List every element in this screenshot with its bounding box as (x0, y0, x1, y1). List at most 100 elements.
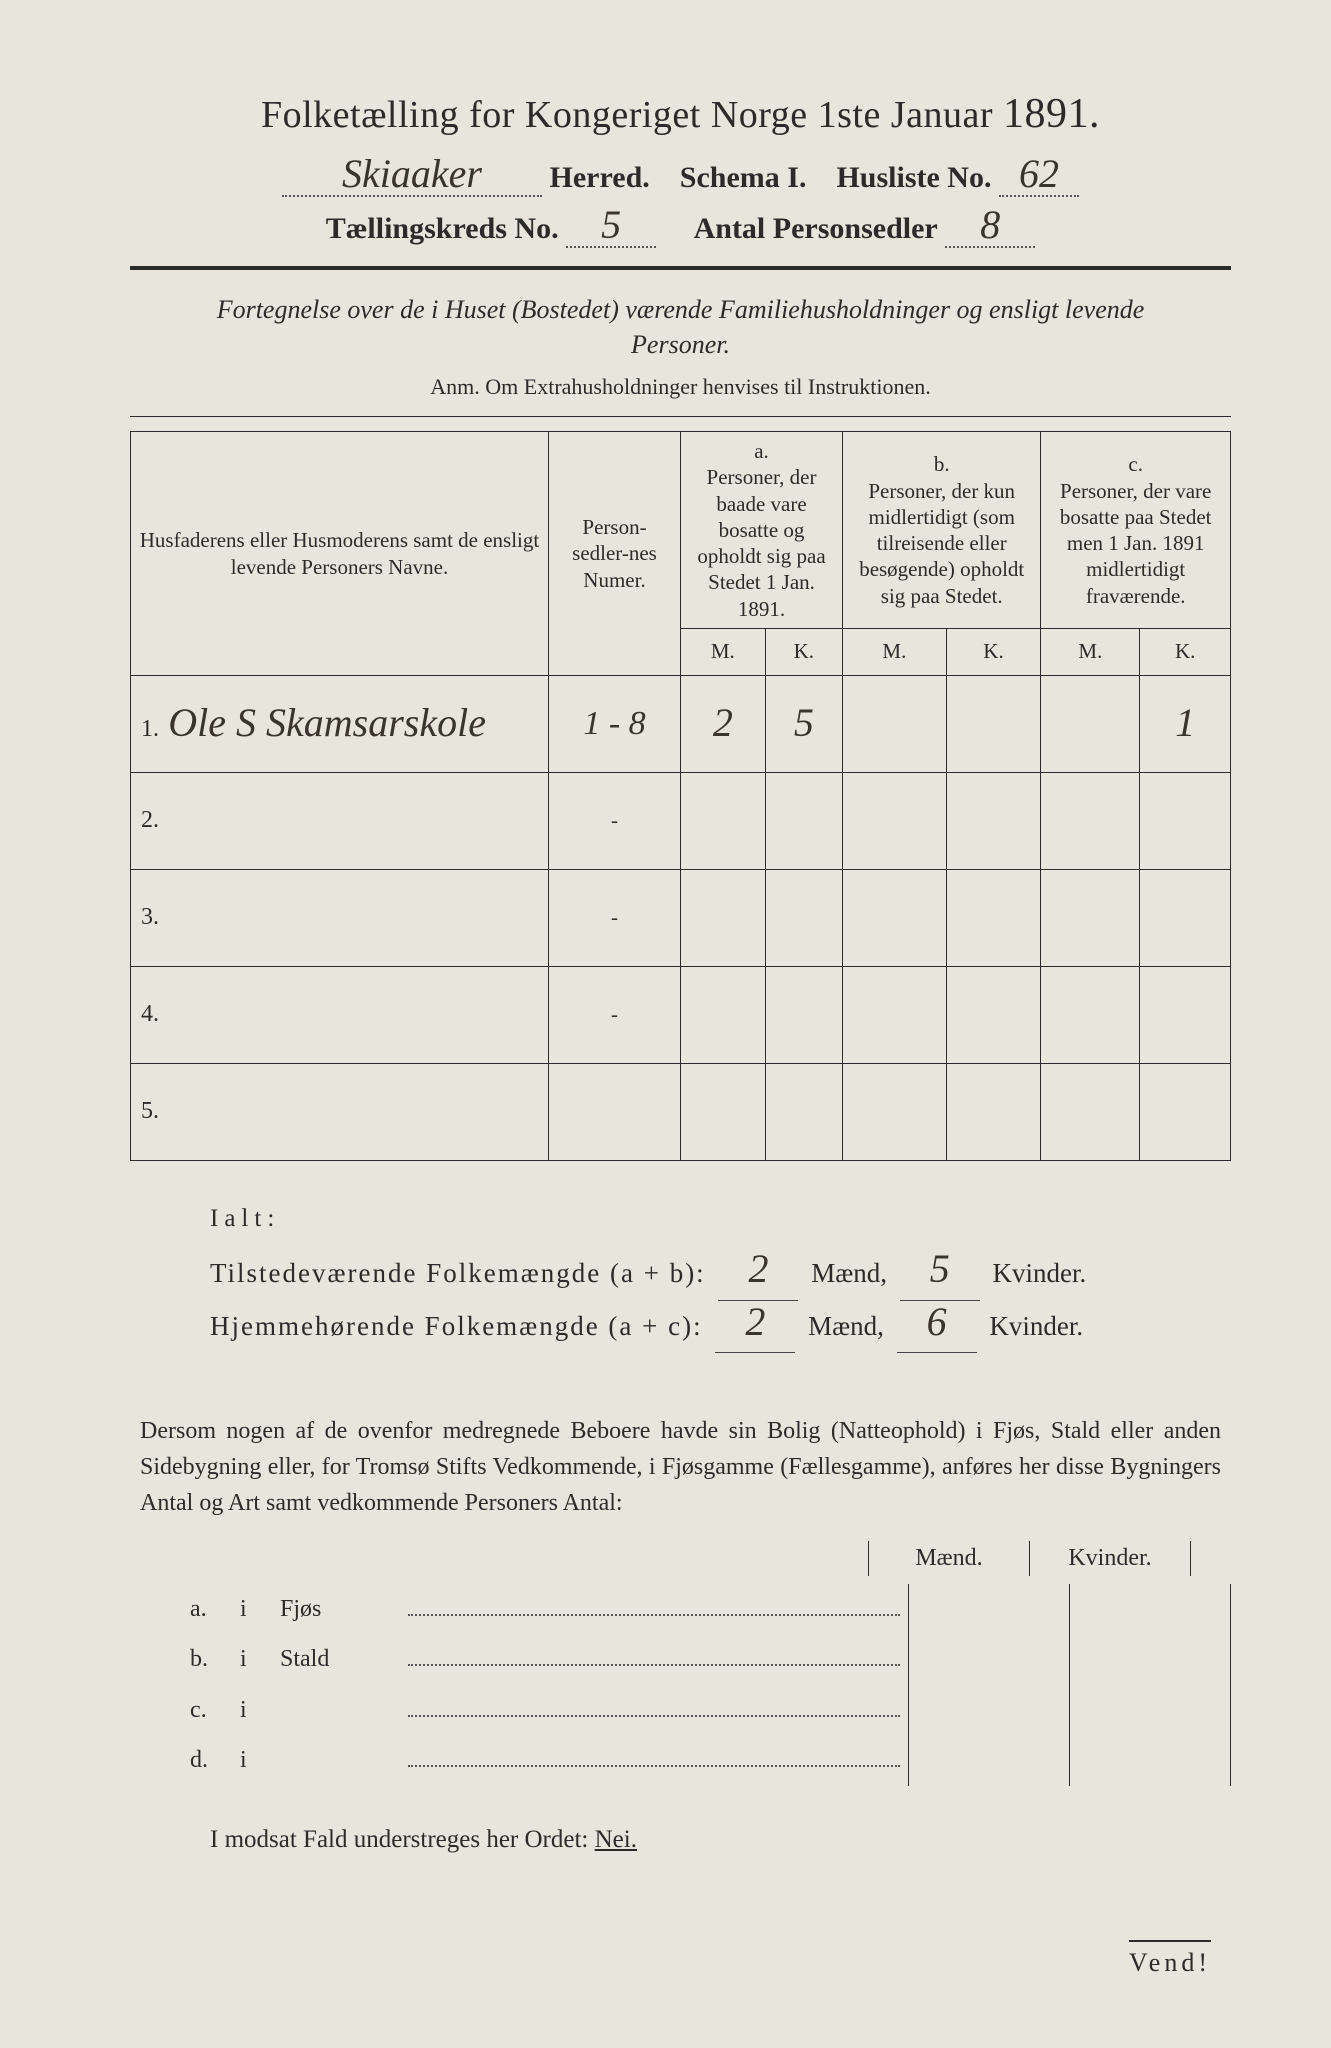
th-c-m: M. (1041, 628, 1140, 675)
tilstede-label: Tilstedeværende Folkemængde (a + b): (210, 1258, 706, 1288)
row-number: 2. (141, 807, 163, 834)
k-cell (1069, 1685, 1231, 1735)
item-what: Stald (280, 1634, 400, 1684)
nei-line: I modsat Fald understreges her Ordet: Ne… (210, 1826, 1231, 1854)
nei-word: Nei. (595, 1826, 637, 1853)
list-item: c. i (190, 1685, 1231, 1735)
k-cell (1069, 1584, 1231, 1634)
hjemme-label: Hjemmehørende Folkemængde (a + c): (210, 1311, 703, 1341)
item-what: Fjøs (280, 1584, 400, 1634)
item-letter: a. (190, 1584, 240, 1634)
row-name: Ole S Skamsarskole (168, 700, 486, 745)
kreds-no: 5 (601, 202, 621, 247)
hjemme-m: 2 (745, 1299, 765, 1344)
cell-cK: 1 (1175, 700, 1195, 745)
item-letter: c. (190, 1685, 240, 1735)
anm-note: Anm. Om Extrahusholdninger henvises til … (130, 374, 1231, 400)
th-num: Person-sedler-nes Numer. (549, 432, 681, 676)
hjemme-k: 6 (927, 1299, 947, 1344)
item-i: i (240, 1634, 280, 1684)
dots (408, 1614, 900, 1616)
title-year: 1891. (1003, 91, 1100, 137)
list-item: a. i Fjøs (190, 1584, 1231, 1634)
k-cell (1069, 1634, 1231, 1684)
table-body: 1. Ole S Skamsarskole 1 - 8 2 5 1 2. - 3… (131, 675, 1231, 1160)
th-b-letter: b. (851, 451, 1032, 477)
maend-col-label: Mænd. (868, 1541, 1029, 1576)
th-c-text: Personer, der vare bosatte paa Stedet me… (1049, 478, 1222, 609)
antal-label: Antal Personsedler (694, 212, 938, 245)
herred-handwritten: Skiaaker (342, 151, 482, 196)
item-i: i (240, 1685, 280, 1735)
th-a-m: M. (681, 628, 766, 675)
tilstede-k: 5 (930, 1246, 950, 1291)
m-cell (908, 1685, 1069, 1735)
th-a-k: K. (765, 628, 842, 675)
dots (408, 1765, 900, 1767)
mk-header: Mænd. Kvinder. (130, 1541, 1191, 1576)
row-number: 5. (141, 1098, 163, 1125)
m-cell (908, 1634, 1069, 1684)
rule-1 (130, 266, 1231, 270)
ialt-label: Ialt: (210, 1195, 1231, 1243)
cell-aK: 5 (794, 700, 814, 745)
totals-block: Ialt: Tilstedeværende Folkemængde (a + b… (210, 1195, 1231, 1353)
totals-line-1: Tilstedeværende Folkemængde (a + b): 2 M… (210, 1248, 1231, 1300)
item-letter: b. (190, 1634, 240, 1684)
census-form-page: Folketælling for Kongeriget Norge 1ste J… (0, 0, 1331, 2048)
header-line-2: Skiaaker Herred. Schema I. Husliste No. … (130, 156, 1231, 197)
maend-label: Mænd, (811, 1258, 887, 1288)
item-i: i (240, 1735, 280, 1785)
header-line-3: Tællingskreds No. 5 Antal Personsedler 8 (130, 207, 1231, 248)
herred-label: Herred. (550, 161, 650, 194)
row-number: 1. (141, 716, 163, 743)
husliste-label: Husliste No. (836, 161, 991, 194)
kreds-label: Tællingskreds No. (326, 212, 559, 245)
k-cell (1069, 1735, 1231, 1785)
th-c-letter: c. (1049, 451, 1222, 477)
list-item: d. i (190, 1735, 1231, 1785)
m-cell (908, 1584, 1069, 1634)
cell-num: - (549, 869, 681, 966)
cell-num (549, 1063, 681, 1160)
m-cell (908, 1735, 1069, 1785)
cell-num: - (549, 966, 681, 1063)
row-number: 4. (141, 1001, 163, 1028)
th-b-m: M. (843, 628, 947, 675)
item-i: i (240, 1584, 280, 1634)
kvinder-col-label: Kvinder. (1029, 1541, 1191, 1576)
table-row: 3. - (131, 869, 1231, 966)
dots (408, 1664, 900, 1666)
maend-label-2: Mænd, (808, 1311, 884, 1341)
nei-text: I modsat Fald understreges her Ordet: (210, 1826, 588, 1853)
th-c-top: c. Personer, der vare bosatte paa Stedet… (1041, 432, 1231, 629)
table-row: 4. - (131, 966, 1231, 1063)
kvinder-label: Kvinder. (992, 1258, 1086, 1288)
kvinder-label-2: Kvinder. (989, 1311, 1083, 1341)
row-num-range: 1 - 8 (583, 705, 645, 742)
th-names: Husfaderens eller Husmoderens samt de en… (131, 432, 549, 676)
list-item: b. i Stald (190, 1634, 1231, 1684)
dwelling-paragraph: Dersom nogen af de ovenfor medregnede Be… (140, 1413, 1221, 1521)
antal-no: 8 (980, 202, 1000, 247)
table-row: 5. (131, 1063, 1231, 1160)
cell-aM: 2 (713, 700, 733, 745)
th-b-k: K. (946, 628, 1041, 675)
tilstede-m: 2 (748, 1246, 768, 1291)
th-b-text: Personer, der kun midlertidigt (som tilr… (851, 478, 1032, 609)
totals-line-2: Hjemmehørende Folkemængde (a + c): 2 Mæn… (210, 1301, 1231, 1353)
th-b-top: b. Personer, der kun midlertidigt (som t… (843, 432, 1041, 629)
th-a-top: a. Personer, der baade vare bosatte og o… (681, 432, 843, 629)
schema-label: Schema I. (680, 161, 807, 194)
husliste-no: 62 (1019, 151, 1059, 196)
dots (408, 1715, 900, 1717)
row-number: 3. (141, 904, 163, 931)
cell-num: - (549, 772, 681, 869)
abcd-list: a. i Fjøs b. i Stald c. i d. i (190, 1584, 1231, 1786)
th-a-text: Personer, der baade vare bosatte og opho… (689, 464, 834, 622)
table-row: 2. - (131, 772, 1231, 869)
item-letter: d. (190, 1735, 240, 1785)
vend-label: Vend! (1129, 1940, 1211, 1978)
subtitle: Fortegnelse over de i Huset (Bostedet) v… (190, 292, 1171, 362)
th-c-k: K. (1140, 628, 1231, 675)
